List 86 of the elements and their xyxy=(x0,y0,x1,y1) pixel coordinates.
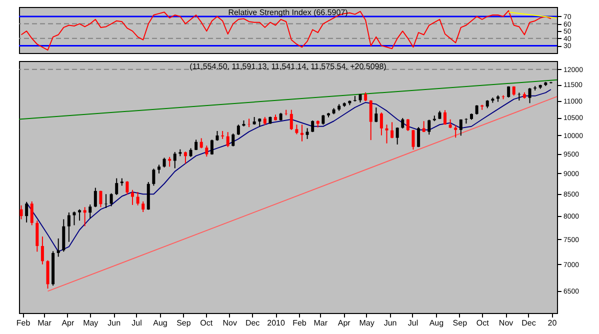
candlestick xyxy=(322,114,325,126)
x-tick-label: Dec xyxy=(522,318,536,328)
candlestick xyxy=(36,220,39,252)
candlestick xyxy=(136,192,140,206)
x-tick-label: Jun xyxy=(108,318,121,328)
x-tick-label: Nov xyxy=(222,318,237,328)
candlestick xyxy=(56,238,60,258)
candlestick xyxy=(115,178,118,196)
candlestick xyxy=(210,139,214,156)
x-tick-label: Oct xyxy=(200,318,214,328)
candlestick xyxy=(78,208,82,222)
candlestick xyxy=(459,118,462,136)
candlestick xyxy=(248,118,251,128)
candlestick xyxy=(200,138,203,149)
x-tick-label: May xyxy=(359,318,374,328)
candlestick xyxy=(306,128,309,140)
x-tick-label: May xyxy=(83,318,98,328)
candlestick xyxy=(417,126,420,148)
candlestick xyxy=(226,132,230,148)
candlestick xyxy=(88,204,92,219)
candlestick xyxy=(444,110,447,126)
chart-title: (11,554.50, 11,591.13, 11,541.14, 11,575.54, +20.5098) xyxy=(190,62,387,71)
candlestick xyxy=(94,187,97,208)
candlestick xyxy=(46,260,50,290)
candlestick xyxy=(412,129,415,150)
candlestick xyxy=(30,200,34,226)
x-tick-label: 2010 xyxy=(267,318,286,328)
x-tick-label: Oct xyxy=(476,318,490,328)
x-tick-label: Sep xyxy=(452,318,468,328)
candlestick xyxy=(518,92,521,102)
candlestick xyxy=(99,190,102,208)
x-tick-label: Apr xyxy=(338,318,351,328)
candlestick xyxy=(295,124,298,135)
candlestick xyxy=(396,126,399,145)
candlestick xyxy=(126,180,129,196)
candlestick xyxy=(67,212,70,242)
chart-title: Relative Strength Index (66.5907) xyxy=(228,8,348,17)
x-tick-label: Jul xyxy=(132,318,142,328)
candlestick xyxy=(152,168,156,186)
candlestick xyxy=(110,192,113,207)
candlestick xyxy=(20,204,23,220)
candlestick xyxy=(72,211,76,226)
candlestick xyxy=(83,206,86,227)
candlestick xyxy=(475,104,478,116)
candlestick xyxy=(40,236,44,265)
candlestick xyxy=(380,112,383,136)
candlestick xyxy=(374,106,378,123)
candlestick xyxy=(205,145,208,158)
x-tick-label: Nov xyxy=(498,318,514,328)
candlestick xyxy=(104,194,108,209)
x-tick-label: Jul xyxy=(408,318,418,328)
candlestick xyxy=(236,124,240,136)
candlestick xyxy=(290,109,293,130)
line-series xyxy=(20,10,552,51)
x-tick-label: Sep xyxy=(176,318,192,328)
candlestick xyxy=(528,87,532,104)
candlestick xyxy=(62,218,66,252)
candlestick xyxy=(184,151,187,164)
candlestick xyxy=(162,157,166,168)
candlestick xyxy=(454,124,458,138)
line-series xyxy=(26,89,552,252)
x-tick-label: 20 xyxy=(548,318,558,328)
candlestick xyxy=(401,118,404,130)
candlestick xyxy=(25,201,28,223)
candlestick xyxy=(216,130,219,142)
candlestick xyxy=(142,200,145,213)
candlestick xyxy=(168,156,172,168)
candlestick xyxy=(369,100,372,141)
candlestick xyxy=(173,151,176,169)
candlestick xyxy=(428,119,431,136)
x-tick-label: Mar xyxy=(38,318,52,328)
x-tick-label: Feb xyxy=(16,318,31,328)
x-tick-label: Mar xyxy=(314,318,328,328)
candlestick xyxy=(406,118,410,132)
candlestick xyxy=(284,109,288,116)
candlestick xyxy=(300,124,304,142)
candlestick xyxy=(385,124,388,144)
x-tick-label: Aug xyxy=(153,318,168,328)
x-tick-label: Feb xyxy=(292,318,307,328)
candlestick xyxy=(232,133,235,147)
candlestick xyxy=(131,189,134,206)
x-tick-label: Apr xyxy=(62,318,74,328)
x-tick-label: Dec xyxy=(245,318,260,328)
candlestick xyxy=(390,122,394,139)
x-tick-label: Jun xyxy=(384,318,397,328)
x-tick-label: Aug xyxy=(429,318,444,328)
